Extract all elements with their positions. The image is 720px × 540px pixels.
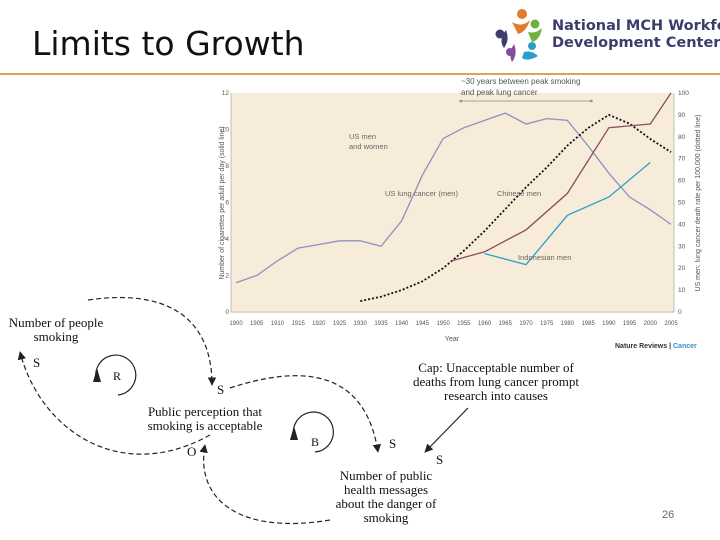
series-label-0: US men and women — [349, 132, 388, 151]
y-right-tick-label: 100 — [678, 90, 689, 97]
x-tick-label: 1910 — [271, 321, 285, 327]
y-right-tick-label: 90 — [678, 112, 686, 119]
organization-logo: National MCH Workforce Development Cente… — [488, 6, 720, 66]
node-cap: Cap: Unacceptable number of deaths from … — [412, 360, 580, 403]
polarity-s3: S — [389, 436, 396, 451]
y-right-tick-label: 80 — [678, 134, 686, 141]
x-tick-label: 1955 — [457, 321, 471, 327]
logo-line2: Development Center — [552, 35, 720, 51]
arrow-smoking-to-messages — [229, 375, 381, 453]
x-tick-label: 1940 — [395, 321, 409, 327]
x-tick-label: 1965 — [499, 321, 513, 327]
x-tick-label: 1950 — [436, 321, 450, 327]
polarity-s4: S — [436, 452, 443, 467]
y-right-tick-label: 30 — [678, 243, 686, 250]
polarity-o: O — [187, 444, 196, 459]
arrow-smoking-to-perception — [87, 296, 217, 386]
node-public-health-messages: Number of public health messages about t… — [335, 468, 437, 525]
logo-line1-b: MCH — [625, 18, 664, 34]
series-line-2 — [451, 92, 672, 262]
y-axis-right-title: US men: lung cancer death rate per 100,0… — [695, 114, 702, 291]
credit-journal: Nature Reviews — [615, 343, 668, 350]
x-tick-label: 1930 — [354, 321, 368, 327]
x-tick-label: 1975 — [540, 321, 554, 327]
x-tick-label: 2000 — [644, 321, 658, 327]
x-tick-label: 1905 — [250, 321, 264, 327]
logo-line1-a: National — [552, 18, 626, 34]
series-label-1: US lung cancer (men) — [385, 189, 458, 198]
x-tick-label: 1945 — [416, 321, 430, 327]
plot-background — [231, 93, 674, 313]
y-left-tick-label: 4 — [225, 236, 229, 243]
polarity-s1: S — [33, 355, 40, 370]
x-tick-label: 1915 — [291, 321, 305, 327]
y-right-tick-label: 40 — [678, 221, 686, 228]
credit-separator: | — [667, 343, 673, 350]
y-left-tick-label: 0 — [225, 309, 229, 316]
y-left-tick-label: 12 — [222, 90, 230, 97]
title-divider — [0, 73, 720, 75]
y-right-tick-label: 70 — [678, 156, 686, 163]
y-right-tick-label: 60 — [678, 178, 686, 185]
node-people-smoking: Number of people smoking — [8, 315, 104, 344]
series-label-3: Indonesian men — [518, 253, 571, 262]
credit-section: Cancer — [673, 343, 697, 350]
x-axis-title: Year — [445, 336, 460, 343]
arrow-perception-to-smoking — [17, 351, 211, 455]
y-right-tick-label: 0 — [678, 309, 682, 316]
x-tick-label: 2005 — [664, 321, 678, 327]
x-tick-label: 1980 — [561, 321, 575, 327]
logo-figures-icon — [495, 9, 542, 62]
x-tick-label: 1925 — [333, 321, 347, 327]
chart-source-credit: Nature Reviews | Cancer — [615, 343, 697, 350]
y-axis-left-title: Number of cigarettes per adult per day (… — [219, 126, 226, 279]
x-tick-label: 1985 — [581, 321, 595, 327]
y-right-tick-label: 50 — [678, 200, 686, 207]
series-line-3 — [484, 161, 651, 266]
page-number: 26 — [662, 509, 675, 521]
chart-annotation-line1: ~30 years between peak smoking — [461, 77, 580, 86]
x-tick-label: 1935 — [374, 321, 388, 327]
chart-annotation-line2: and peak lung cancer — [461, 88, 538, 97]
y-right-tick-label: 20 — [678, 265, 686, 272]
y-left-tick-label: 10 — [222, 127, 230, 134]
arrow-cap-to-messages — [424, 407, 469, 453]
logo-line1-c: Workforce — [668, 18, 720, 34]
y-left-tick-label: 2 — [225, 273, 229, 280]
x-tick-label: 1995 — [623, 321, 637, 327]
series-line-0 — [235, 112, 672, 284]
logo-text: National MCH Workforce Development Cente… — [552, 18, 720, 52]
arrow-messages-to-perception — [199, 444, 331, 525]
balancing-loop-icon — [292, 411, 334, 453]
slide-title: Limits to Growth — [32, 24, 305, 63]
y-right-tick-label: 10 — [678, 287, 686, 294]
y-left-tick-label: 6 — [225, 200, 229, 207]
series-label-2: Chinese men — [497, 189, 541, 198]
polarity-s2: S — [217, 382, 224, 397]
loop-label-b: B — [311, 435, 319, 449]
x-tick-label: 1920 — [312, 321, 326, 327]
x-tick-label: 1900 — [229, 321, 243, 327]
y-left-tick-label: 8 — [225, 163, 229, 170]
x-tick-label: 1970 — [519, 321, 533, 327]
loop-label-r: R — [113, 369, 121, 383]
node-public-perception: Public perception that smoking is accept… — [147, 404, 263, 433]
x-tick-label: 1990 — [602, 321, 616, 327]
x-tick-label: 1960 — [478, 321, 492, 327]
